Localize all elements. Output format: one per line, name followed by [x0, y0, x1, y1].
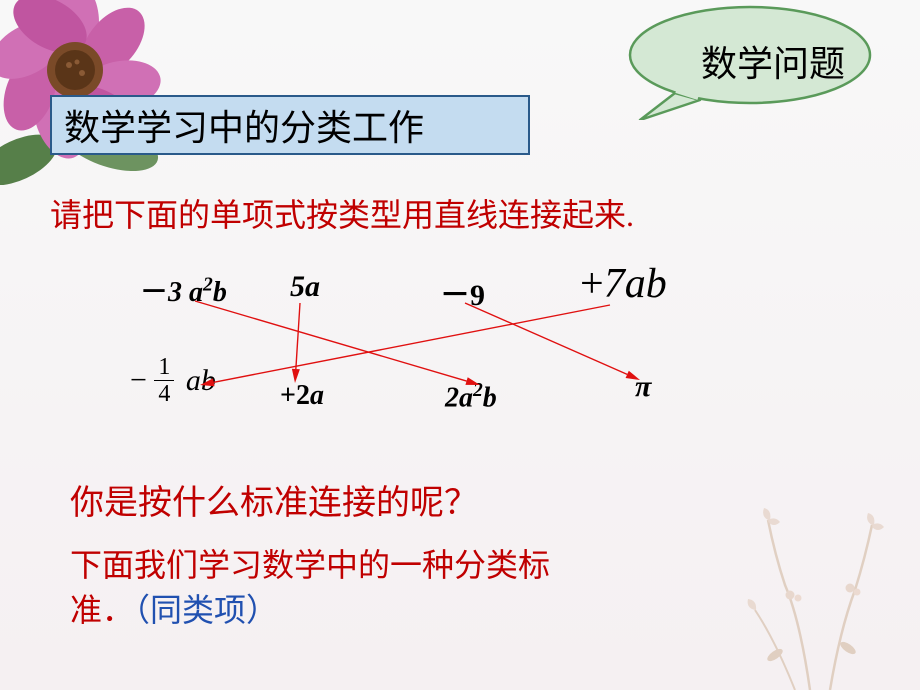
instruction-text: 请把下面的单项式按类型用直线连接起来.: [50, 190, 634, 236]
answer-blue-part: （同类项）: [134, 592, 278, 628]
answer-line-1: 下面我们学习数学中的一种分类标: [70, 540, 550, 586]
answer-line-2: 准．（同类项）: [70, 585, 278, 631]
term-neg3a2b: －3 a2b: [140, 270, 227, 310]
title-text: 数学学习中的分类工作: [64, 99, 424, 151]
bubble-text: 数学问题: [701, 35, 845, 87]
bottom-floral-decoration: [700, 500, 920, 690]
flower-decoration: [0, 0, 210, 185]
term-pi: π: [635, 370, 651, 404]
answer-red-part: 准．: [70, 592, 134, 628]
title-box: 数学学习中的分类工作: [50, 95, 530, 155]
term-2a: +2a: [280, 380, 324, 412]
question-text: 你是按什么标准连接的呢？: [70, 475, 478, 524]
terms-area: －3 a2b 5a －9 +7ab − 14 ab +2a 2a2b π: [0, 255, 920, 430]
term-neg-quarter-ab: − 14 ab: [130, 355, 216, 406]
term-neg9: －9: [440, 270, 485, 314]
term-2a2b: 2a2b: [445, 380, 497, 414]
term-5a: 5a: [290, 270, 320, 304]
term-7ab: +7ab: [580, 260, 667, 308]
